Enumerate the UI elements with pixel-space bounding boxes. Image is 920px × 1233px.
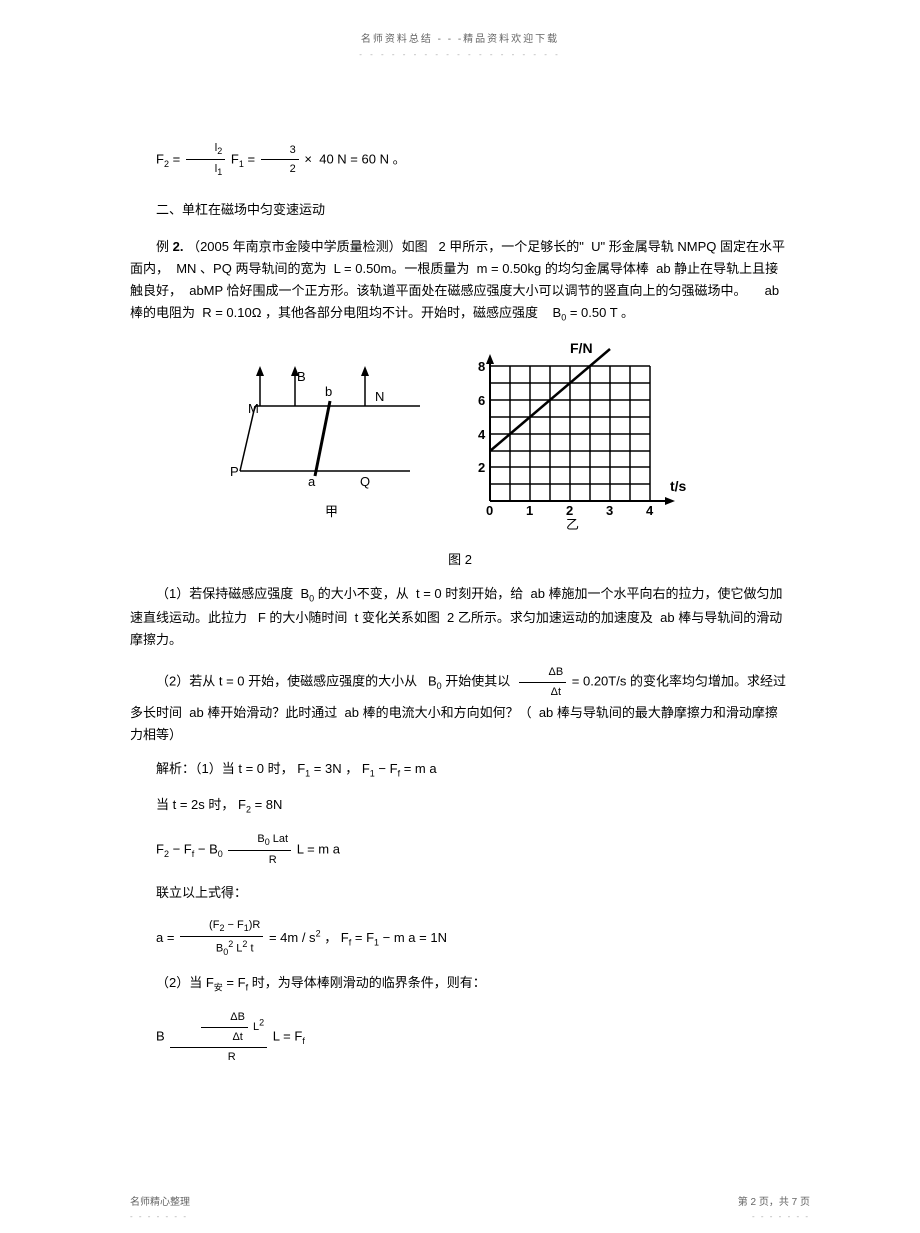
footer-left: 名师精心整理 bbox=[130, 1193, 190, 1208]
label-P: P bbox=[230, 464, 239, 479]
figure-2-right: F/N bbox=[460, 341, 690, 534]
svg-text:6: 6 bbox=[478, 393, 485, 408]
svg-text:F/N: F/N bbox=[570, 341, 593, 356]
svg-text:8: 8 bbox=[478, 359, 485, 374]
figure-2-left: M N P Q a b B 甲 bbox=[230, 351, 430, 524]
footer-dots-left: - - - - - - - bbox=[130, 1212, 188, 1221]
label-N: N bbox=[375, 389, 384, 404]
solution-line-4: 联立以上式得： bbox=[130, 882, 790, 904]
solution-line-3: F2 − Ff − B0 B0 LatR L = m a bbox=[130, 830, 790, 870]
svg-text:乙: 乙 bbox=[566, 517, 579, 531]
example-2-intro: 例 2. （2005 年南京市金陵中学质量检测）如图 2 甲所示，一个足够长的"… bbox=[130, 236, 790, 326]
svg-text:2: 2 bbox=[478, 460, 485, 475]
figure-2: M N P Q a b B 甲 F/N bbox=[130, 341, 790, 534]
svg-text:4: 4 bbox=[646, 503, 654, 518]
section-2-title: 二、单杠在磁场中匀变速运动 bbox=[130, 199, 790, 218]
svg-text:0: 0 bbox=[486, 503, 493, 518]
solution-line-1: 解析：（1）当 t = 0 时， F1 = 3N ， F1 − Ff = m a bbox=[130, 758, 790, 782]
label-a: a bbox=[308, 474, 316, 489]
figure-caption: 图 2 bbox=[130, 549, 790, 568]
label-Q: Q bbox=[360, 474, 370, 489]
svg-text:3: 3 bbox=[606, 503, 613, 518]
label-M: M bbox=[248, 401, 259, 416]
label-b: b bbox=[325, 384, 332, 399]
top-equation: F2 = l2l1 F1 = 32 × 40 N = 60 N 。 bbox=[130, 139, 790, 181]
svg-text:1: 1 bbox=[526, 503, 533, 518]
question-1: （1）若保持磁感应强度 B0 的大小不变，从 t = 0 时刻开始，给 ab 棒… bbox=[130, 583, 790, 651]
solution-line-2: 当 t = 2s 时， F2 = 8N bbox=[130, 794, 790, 818]
label-B: B bbox=[297, 369, 306, 384]
header-dots: - - - - - - - - - - - - - - - - - - - bbox=[130, 50, 790, 59]
solution-line-7: B ΔBΔt L2R L = Ff bbox=[130, 1008, 790, 1066]
question-2: （2）若从 t = 0 开始，使磁感应强度的大小从 B0 开始使其以 ΔBΔt … bbox=[130, 663, 790, 746]
svg-text:4: 4 bbox=[478, 427, 486, 442]
footer-dots-right: - - - - - - - bbox=[752, 1212, 810, 1221]
page-header: 名师资料总结 - - -精品资料欢迎下载 bbox=[130, 30, 790, 45]
footer-right: 第 2 页，共 7 页 bbox=[738, 1193, 810, 1208]
svg-text:2: 2 bbox=[566, 503, 573, 518]
solution-line-6: （2）当 F安 = Ff 时，为导体棒刚滑动的临界条件，则有： bbox=[130, 972, 790, 996]
svg-text:t/s: t/s bbox=[670, 478, 687, 494]
label-left: 甲 bbox=[325, 504, 338, 519]
solution-line-5: a = (F2 − F1)RB02 L2 t = 4m / s2 ， Ff = … bbox=[130, 916, 790, 961]
